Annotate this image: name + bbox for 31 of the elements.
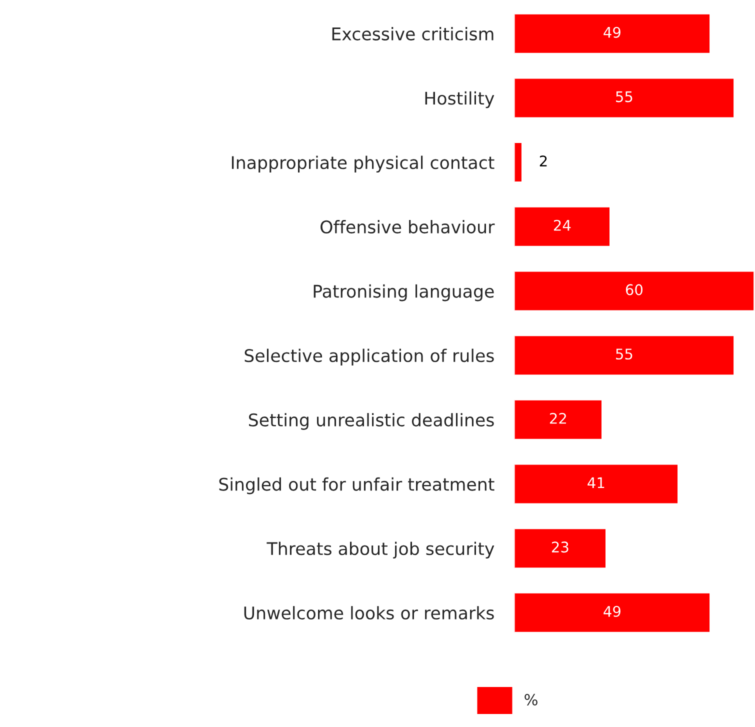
- bar: [514, 592, 711, 634]
- data-label: 24: [554, 220, 571, 231]
- y-tick-label: Singled out for unfair treatment: [219, 477, 494, 494]
- y-tick-label: Patronising language: [314, 284, 494, 302]
- legend-label: %: [524, 694, 538, 706]
- bar: [514, 463, 679, 505]
- y-tick-label: Excessive criticism: [332, 27, 494, 40]
- data-label: 49: [604, 606, 620, 617]
- data-label: 2: [540, 156, 547, 166]
- data-label: 22: [550, 412, 566, 424]
- y-tick-label: Unwelcome looks or remarks: [244, 606, 494, 620]
- y-tick-label: Selective application of rules: [244, 348, 494, 366]
- y-tick-label: Threats about job security: [266, 542, 494, 559]
- data-label: 23: [552, 542, 568, 553]
- data-label: 49: [604, 26, 620, 38]
- bar: [514, 270, 754, 312]
- bar: [514, 528, 607, 569]
- data-label: 55: [616, 348, 632, 360]
- bar: [514, 206, 611, 248]
- bar: [514, 399, 603, 440]
- bar: [514, 77, 735, 119]
- bar: [514, 142, 523, 183]
- y-tick-label: Inappropriate physical contact: [232, 156, 494, 173]
- data-label: 41: [588, 477, 604, 488]
- data-label: 55: [616, 91, 632, 102]
- data-label: 60: [626, 284, 643, 296]
- y-tick-label: Offensive behaviour: [320, 220, 495, 234]
- bar: [514, 12, 711, 54]
- y-tick-label: Hostility: [425, 91, 494, 108]
- bar: [514, 334, 735, 376]
- y-tick-label: Setting unrealistic deadlines: [248, 413, 494, 430]
